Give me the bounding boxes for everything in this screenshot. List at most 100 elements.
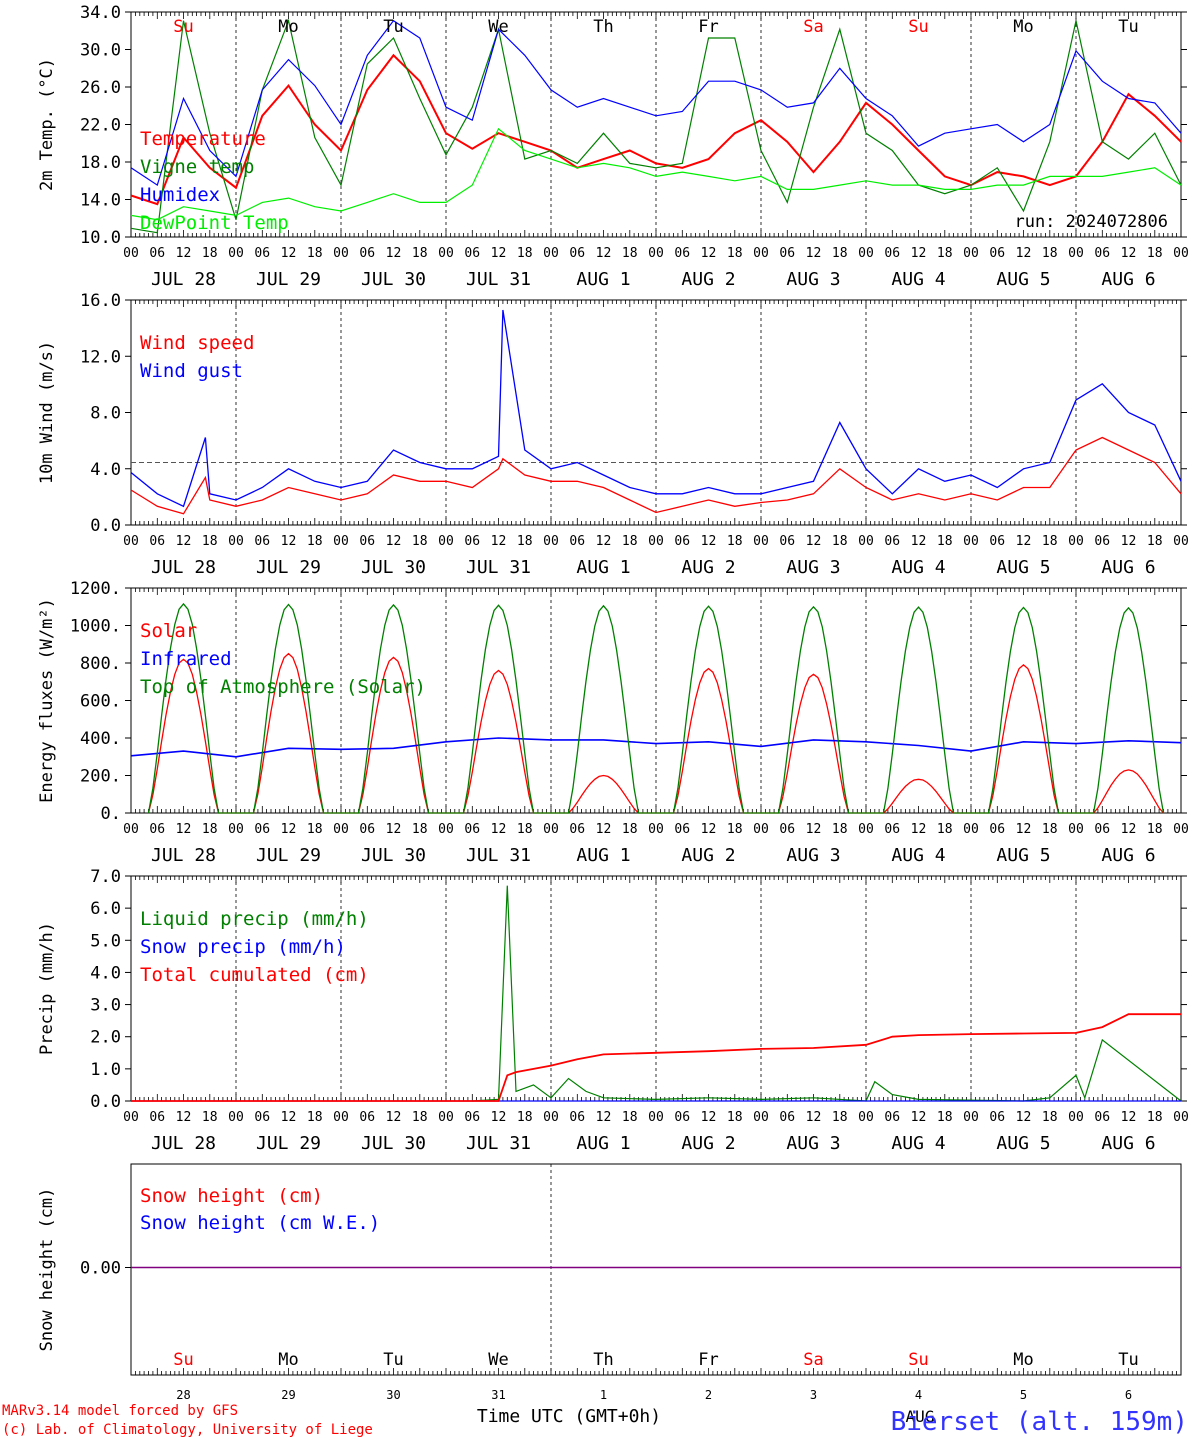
hour-tick-label: 00 (963, 246, 979, 261)
weekday-label: Mo (278, 17, 298, 37)
hour-tick-label: 06 (779, 534, 795, 549)
hour-tick-label: 12 (281, 246, 297, 261)
date-label: AUG 3 (786, 557, 840, 578)
y-tick-label: 26.0 (80, 78, 121, 98)
y-tick-label: 8.0 (90, 404, 121, 424)
hour-tick-label: 00 (333, 822, 349, 837)
hour-tick-label: 00 (1068, 534, 1084, 549)
hour-tick-label: 12 (1121, 246, 1137, 261)
y-tick-label: 12.0 (80, 347, 121, 367)
energy-series-line (130, 737, 1182, 758)
weekday-label: Tu (1118, 17, 1138, 37)
hour-tick-label: 12 (806, 534, 822, 549)
precip-series-line (472, 885, 1182, 1102)
date-label: AUG 4 (891, 269, 945, 290)
hour-tick-label: 12 (911, 822, 927, 837)
hour-tick-label: 00 (858, 534, 874, 549)
date-label: JUL 30 (361, 845, 426, 866)
date-label: JUL 29 (256, 269, 321, 290)
date-label: JUL 28 (151, 1133, 216, 1154)
hour-tick-label: 12 (1121, 534, 1137, 549)
date-label: JUL 29 (256, 845, 321, 866)
y-tick-label: 6.0 (90, 899, 121, 919)
legend-entry: Wind speed (140, 332, 254, 354)
day-number-label: 6 (1125, 1388, 1132, 1402)
legend-entry: Temperature (140, 128, 266, 150)
hour-tick-label: 12 (911, 1110, 927, 1125)
date-label: JUL 31 (466, 1133, 531, 1154)
hour-tick-label: 18 (832, 534, 848, 549)
legend-entry: Liquid precip (mm/h) (140, 908, 369, 930)
hour-tick-label: 12 (491, 1110, 507, 1125)
hour-tick-label: 06 (254, 822, 270, 837)
hour-tick-label: 00 (228, 534, 244, 549)
y-tick-label: 4.0 (90, 460, 121, 480)
date-label: AUG 6 (1101, 845, 1155, 866)
hour-tick-label: 18 (307, 1110, 323, 1125)
precip-series-line (131, 1013, 1181, 1102)
hour-tick-label: 00 (753, 822, 769, 837)
hour-tick-label: 06 (779, 246, 795, 261)
weekday-label: Th (593, 17, 613, 37)
date-label: JUL 28 (151, 269, 216, 290)
hour-tick-label: 12 (386, 1110, 402, 1125)
energy-series-line (147, 602, 1165, 814)
date-label: AUG 6 (1101, 1133, 1155, 1154)
hour-tick-label: 18 (1147, 1110, 1163, 1125)
y-axis-label: 2m Temp. (°C) (37, 58, 57, 191)
hour-tick-label: 18 (727, 246, 743, 261)
hour-tick-label: 12 (701, 534, 717, 549)
hour-tick-label: 06 (1094, 246, 1110, 261)
y-tick-label: 30.0 (80, 41, 121, 61)
hour-tick-label: 18 (622, 246, 638, 261)
date-label: AUG 5 (996, 557, 1050, 578)
date-label: AUG 2 (681, 557, 735, 578)
hour-tick-label: 00 (648, 1110, 664, 1125)
hour-tick-label: 18 (1042, 534, 1058, 549)
weekday-label: Mo (1013, 17, 1033, 37)
date-label: AUG 2 (681, 269, 735, 290)
plot-frame (130, 11, 1182, 238)
hour-tick-label: 00 (333, 246, 349, 261)
hour-tick-label: 12 (1016, 534, 1032, 549)
hour-tick-label: 12 (596, 534, 612, 549)
hour-tick-label: 12 (1016, 1110, 1032, 1125)
hour-tick-label: 00 (648, 822, 664, 837)
hour-tick-label: 18 (1147, 246, 1163, 261)
hour-tick-label: 00 (438, 246, 454, 261)
footer-station: Bierset (alt. 159m) (891, 1407, 1188, 1437)
hour-tick-label: 00 (438, 534, 454, 549)
hour-tick-label: 12 (806, 1110, 822, 1125)
legend-entry: Total cumulated (cm) (140, 964, 369, 986)
hour-tick-label: 18 (937, 822, 953, 837)
hour-tick-label: 12 (176, 246, 192, 261)
date-label: JUL 30 (361, 1133, 426, 1154)
hour-tick-label: 00 (753, 246, 769, 261)
y-tick-label: 0.0 (90, 516, 121, 536)
hour-tick-label: 00 (963, 1110, 979, 1125)
date-label: JUL 29 (256, 557, 321, 578)
hour-tick-label: 00 (963, 534, 979, 549)
x-tick-marks (130, 12, 1182, 237)
hour-tick-label: 00 (753, 1110, 769, 1125)
hour-tick-label: 18 (517, 246, 533, 261)
hour-tick-label: 18 (412, 534, 428, 549)
y-axis-label: Precip (mm/h) (37, 922, 57, 1055)
day-number-label: 30 (386, 1388, 400, 1402)
hour-tick-label: 12 (596, 246, 612, 261)
date-label: JUL 30 (361, 269, 426, 290)
y-tick-label: 600. (80, 692, 121, 712)
hour-tick-label: 06 (149, 822, 165, 837)
weekday-label: Th (593, 1350, 613, 1370)
hour-tick-label: 18 (517, 534, 533, 549)
hour-tick-label: 06 (779, 1110, 795, 1125)
day-number-label: 29 (281, 1388, 295, 1402)
weekday-label: Sa (803, 17, 823, 37)
weekday-label: Fr (698, 1350, 718, 1370)
temp-series-line (130, 53, 1182, 206)
hour-tick-label: 18 (1147, 822, 1163, 837)
weekday-label: Tu (1118, 1350, 1138, 1370)
y-tick-label: 800. (80, 654, 121, 674)
y-tick-label: 34.0 (80, 3, 121, 23)
